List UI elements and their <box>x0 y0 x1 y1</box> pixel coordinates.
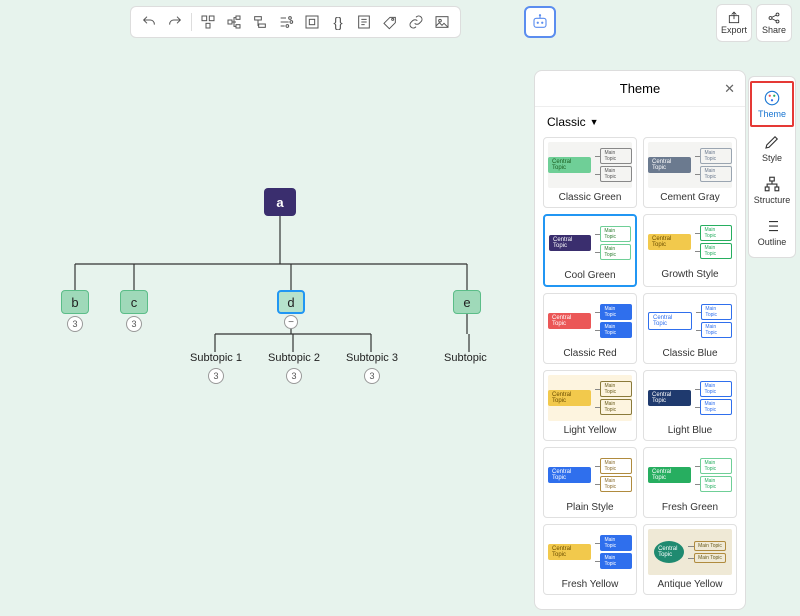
theme-thumb: Central Topic Main Topic Main Topic <box>648 529 732 575</box>
boundary-icon[interactable] <box>302 12 322 32</box>
tab-outline[interactable]: Outline <box>750 211 794 253</box>
layout-b-icon[interactable] <box>224 12 244 32</box>
theme-panel: Theme ✕ Classic ▼ Central Topic Main Top… <box>534 70 746 610</box>
subtopic-node[interactable]: Subtopic <box>444 352 487 364</box>
share-button[interactable]: Share <box>756 4 792 42</box>
theme-card[interactable]: Central Topic Main Topic Main Topic Clas… <box>643 293 737 364</box>
theme-name: Cement Gray <box>660 192 719 203</box>
theme-name: Cool Green <box>564 270 615 281</box>
layout-d-icon[interactable] <box>276 12 296 32</box>
tag-icon[interactable] <box>380 12 400 32</box>
theme-thumb: Central Topic Main Topic Main Topic <box>548 375 632 421</box>
root-node[interactable]: a <box>264 188 296 216</box>
right-sidebar: Theme Style Structure Outline <box>748 76 796 258</box>
theme-thumb: Central Topic Main Topic Main Topic <box>648 298 732 344</box>
theme-thumb: Central Topic Main Topic Main Topic <box>549 220 631 266</box>
theme-name: Plain Style <box>566 502 613 513</box>
subtopic-node[interactable]: Subtopic 3 <box>346 352 398 364</box>
subtopic-node[interactable]: Subtopic 2 <box>268 352 320 364</box>
theme-name: Classic Blue <box>662 348 717 359</box>
theme-card[interactable]: Central Topic Main Topic Main Topic Cool… <box>543 214 637 287</box>
theme-thumb: Central Topic Main Topic Main Topic <box>548 142 632 188</box>
divider <box>191 13 192 31</box>
tab-structure[interactable]: Structure <box>750 169 794 211</box>
collapse-icon[interactable]: − <box>284 315 298 329</box>
layout-a-icon[interactable] <box>198 12 218 32</box>
tab-style[interactable]: Style <box>750 127 794 169</box>
child-node[interactable]: e <box>453 290 481 314</box>
braces-icon[interactable]: {} <box>328 12 348 32</box>
theme-card[interactable]: Central Topic Main Topic Main Topic Plai… <box>543 447 637 518</box>
theme-card[interactable]: Central Topic Main Topic Main Topic Clas… <box>543 293 637 364</box>
theme-thumb: Central Topic Main Topic Main Topic <box>648 142 732 188</box>
theme-name: Classic Green <box>559 192 622 203</box>
count-badge: 3 <box>364 368 380 384</box>
note-icon[interactable] <box>354 12 374 32</box>
share-label: Share <box>762 25 786 35</box>
count-badge: 3 <box>286 368 302 384</box>
child-node[interactable]: c <box>120 290 148 314</box>
theme-name: Light Blue <box>668 425 712 436</box>
theme-thumb: Central Topic Main Topic Main Topic <box>648 452 732 498</box>
export-label: Export <box>721 25 747 35</box>
subtopic-node[interactable]: Subtopic 1 <box>190 352 242 364</box>
theme-card[interactable]: Central Topic Main Topic Main Topic Ligh… <box>643 370 737 441</box>
chevron-down-icon: ▼ <box>590 117 599 127</box>
theme-card[interactable]: Central Topic Main Topic Main Topic Clas… <box>543 137 637 208</box>
category-dropdown[interactable]: Classic ▼ <box>535 107 745 133</box>
theme-name: Antique Yellow <box>657 579 722 590</box>
theme-card[interactable]: Central Topic Main Topic Main Topic Grow… <box>643 214 737 287</box>
theme-card[interactable]: Central Topic Main Topic Main Topic Fres… <box>643 447 737 518</box>
tab-theme[interactable]: Theme <box>750 81 794 127</box>
theme-thumb: Central Topic Main Topic Main Topic <box>548 452 632 498</box>
count-badge: 3 <box>67 316 83 332</box>
link-icon[interactable] <box>406 12 426 32</box>
picture-icon[interactable] <box>432 12 452 32</box>
theme-card[interactable]: Central Topic Main Topic Main Topic Fres… <box>543 524 637 595</box>
theme-name: Light Yellow <box>564 425 617 436</box>
toolbar: {} <box>130 6 461 38</box>
theme-card[interactable]: Central Topic Main Topic Main Topic Ligh… <box>543 370 637 441</box>
theme-grid: Central Topic Main Topic Main Topic Clas… <box>535 133 745 609</box>
top-buttons: Export Share <box>716 4 792 42</box>
count-badge: 3 <box>208 368 224 384</box>
theme-name: Growth Style <box>661 269 718 280</box>
panel-header: Theme ✕ <box>535 71 745 107</box>
redo-icon[interactable] <box>165 12 185 32</box>
theme-thumb: Central Topic Main Topic Main Topic <box>648 375 732 421</box>
ai-button[interactable] <box>524 6 556 38</box>
child-node[interactable]: b <box>61 290 89 314</box>
theme-thumb: Central Topic Main Topic Main Topic <box>548 298 632 344</box>
theme-thumb: Central Topic Main Topic Main Topic <box>548 529 632 575</box>
theme-name: Classic Red <box>563 348 616 359</box>
close-icon[interactable]: ✕ <box>724 81 735 97</box>
theme-name: Fresh Yellow <box>562 579 619 590</box>
export-button[interactable]: Export <box>716 4 752 42</box>
theme-card[interactable]: Central Topic Main Topic Main Topic Anti… <box>643 524 737 595</box>
theme-name: Fresh Green <box>662 502 718 513</box>
panel-title: Theme <box>620 81 660 96</box>
theme-card[interactable]: Central Topic Main Topic Main Topic Ceme… <box>643 137 737 208</box>
count-badge: 3 <box>126 316 142 332</box>
child-node[interactable]: d <box>277 290 305 314</box>
layout-c-icon[interactable] <box>250 12 270 32</box>
undo-icon[interactable] <box>139 12 159 32</box>
theme-thumb: Central Topic Main Topic Main Topic <box>648 219 732 265</box>
